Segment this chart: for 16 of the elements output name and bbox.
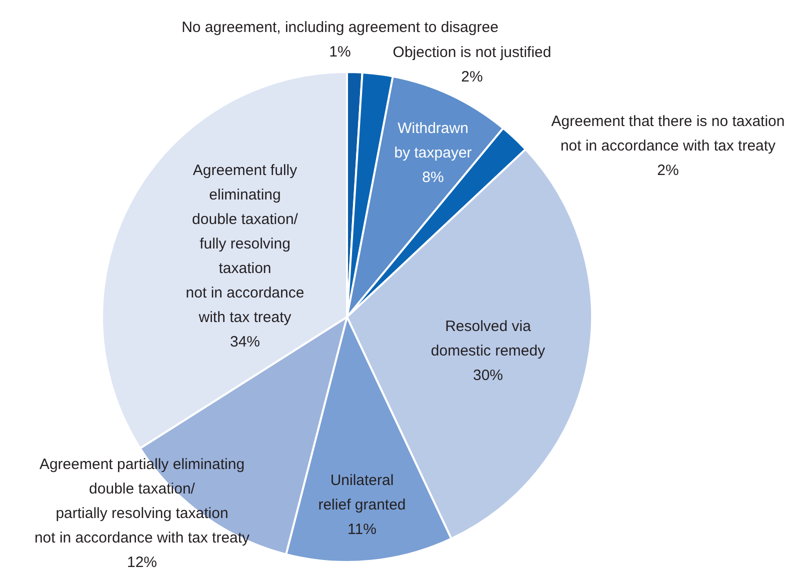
slice-label: Agreement that there is no taxation not in accordance with tax treaty [551, 113, 785, 154]
slice-label: Unilateral relief granted [318, 472, 406, 514]
data-label: 12% [126, 554, 158, 569]
slice-label: Agreement fully eliminating double taxation/ fully resolving taxation not in accordance with tax treaty [186, 162, 304, 326]
slice-label: No agreement, including agreement to disagree [182, 19, 498, 36]
data-label: 30% [472, 367, 504, 384]
data-label: 11% [348, 521, 376, 538]
slice-label: Withdrawn by taxpayer [394, 120, 472, 162]
data-label: 8% [422, 169, 444, 186]
slice-label: Objection is not justified [392, 44, 552, 61]
slice-label: Resolved via domestic remedy [430, 318, 546, 360]
data-label: 2% [461, 68, 483, 86]
data-label: 34% [230, 334, 260, 350]
data-label: 2% [657, 162, 679, 179]
slice-label: Agreement partially eliminating double taxation/ partially resolving taxation not in accordance with tax treaty [34, 456, 250, 546]
data-label: 1% [329, 44, 351, 60]
